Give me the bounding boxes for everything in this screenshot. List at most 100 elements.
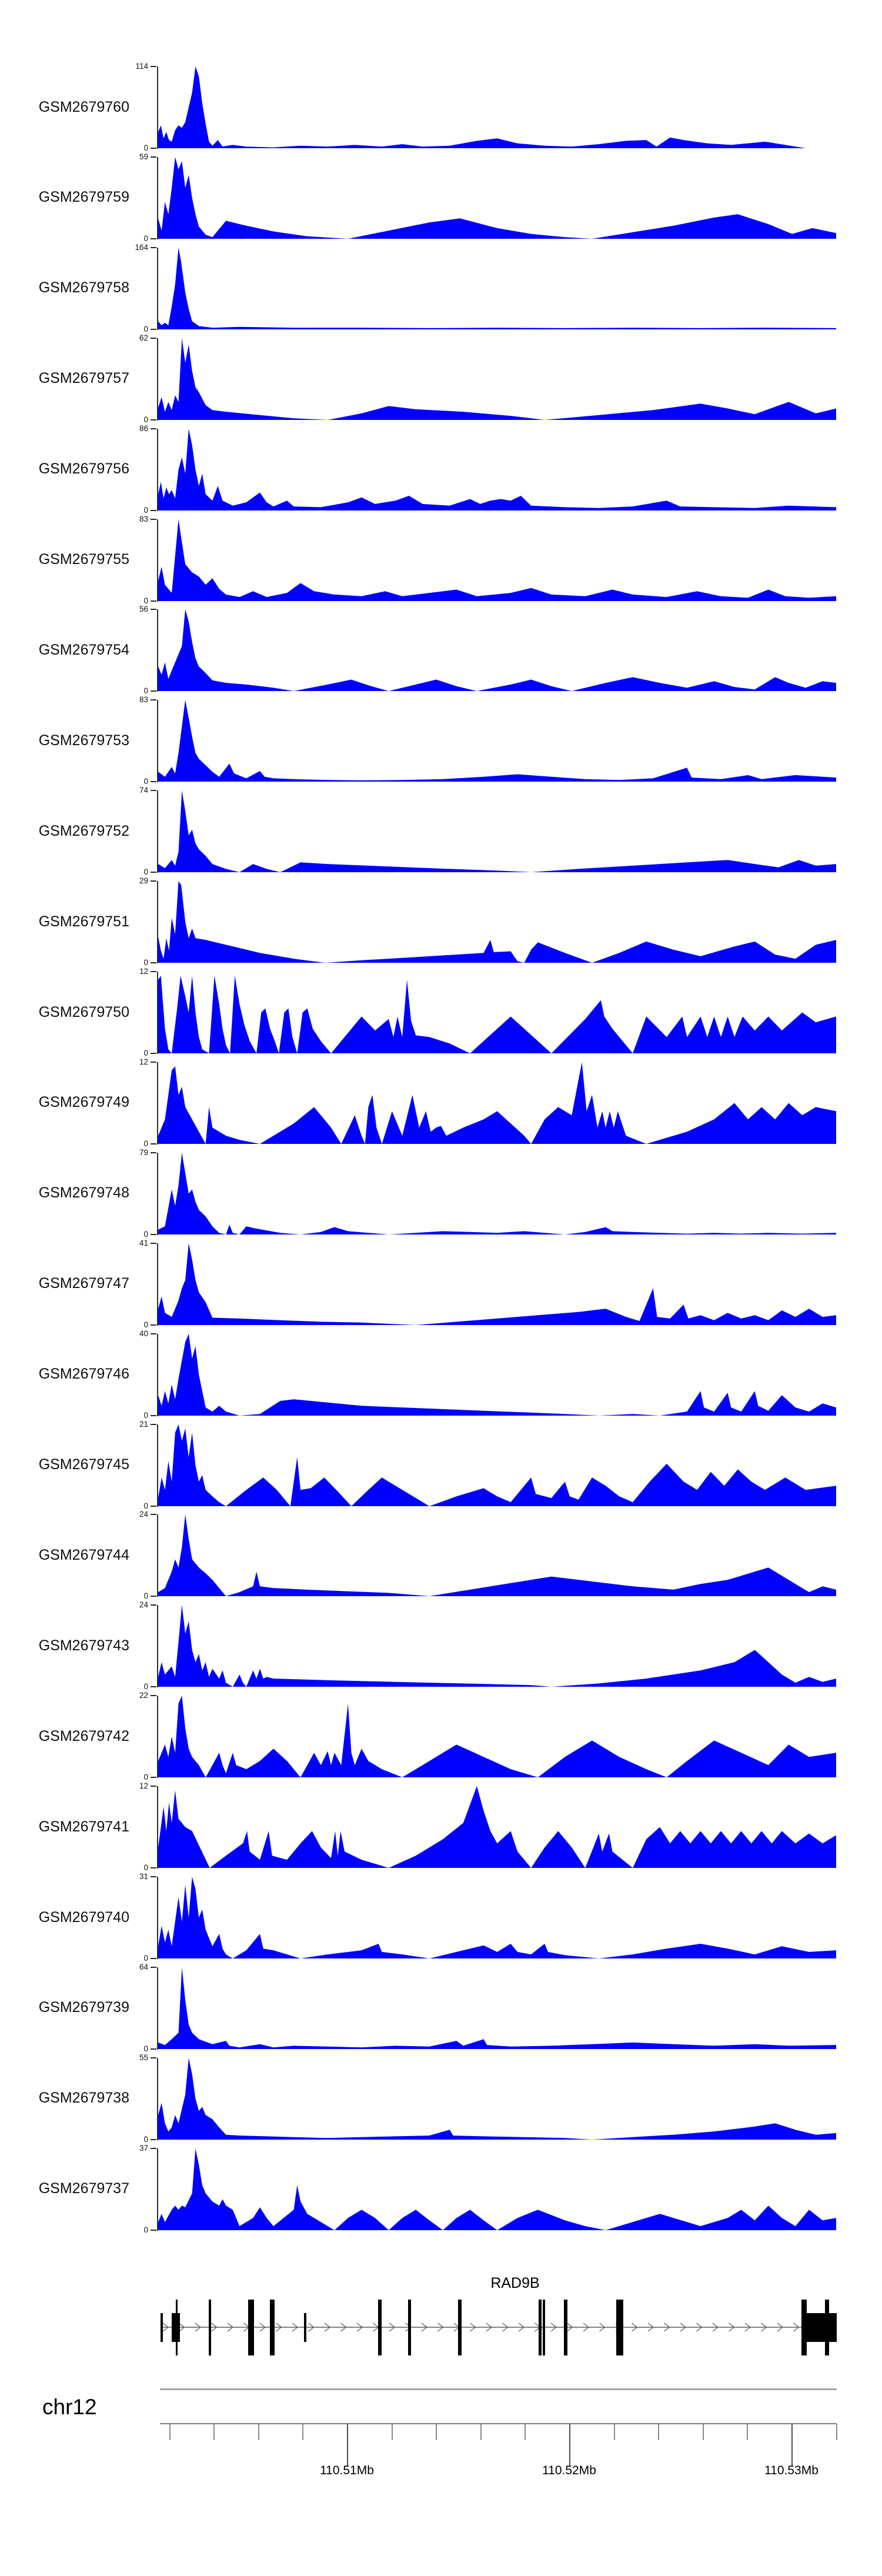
y-axis-zero-label: 0 [143, 686, 148, 696]
separator-line [160, 2388, 837, 2390]
exon-box [248, 2300, 254, 2355]
coverage-area [158, 1333, 836, 1416]
y-axis-max-label: 12 [139, 967, 148, 976]
y-axis-tick [151, 1505, 156, 1507]
y-axis-zero-label: 0 [143, 1773, 148, 1782]
y-axis-line [156, 790, 158, 873]
y-axis-tick [151, 2048, 156, 2050]
y-axis-tick [151, 962, 156, 964]
track-label: GSM2679741 [38, 1818, 129, 1835]
strand-arrow-icon [567, 2323, 573, 2332]
exon-box [564, 2300, 567, 2355]
y-axis-zero-label: 0 [143, 2225, 148, 2234]
coverage-polygon [158, 2148, 836, 2230]
y-axis-line [156, 1786, 158, 1869]
y-axis-max-label: 74 [139, 786, 148, 795]
track-label: GSM2679757 [38, 370, 129, 387]
coverage-polygon [158, 2057, 836, 2140]
y-axis-line [156, 66, 158, 149]
y-axis-max-label: 86 [139, 423, 148, 433]
y-axis-zero-label: 0 [143, 1501, 148, 1510]
y-axis-line [156, 338, 158, 421]
track-label: GSM2679744 [38, 1546, 129, 1563]
exon-box [539, 2300, 542, 2355]
gene-name-label: RAD9B [490, 2275, 540, 2291]
y-axis-max-label: 56 [139, 605, 148, 614]
strand-arrow-icon [162, 2323, 169, 2332]
strand-arrow-icon [179, 2323, 185, 2332]
y-axis-tick [151, 419, 156, 421]
track-label: GSM2679750 [38, 1003, 129, 1020]
ruler-minor-tick [169, 2424, 171, 2440]
y-axis-tick [151, 2057, 156, 2058]
exon-box [378, 2300, 382, 2355]
y-axis-zero-label: 0 [143, 867, 148, 877]
strand-arrow-icon [744, 2323, 751, 2332]
strand-arrow-icon [647, 2323, 654, 2332]
coverage-area [158, 1243, 836, 1325]
y-axis-tick [151, 1423, 156, 1425]
coverage-area [158, 338, 836, 420]
strand-arrow-icon [729, 2323, 735, 2332]
track-label: GSM2679739 [38, 1999, 129, 2016]
strand-arrow-icon [696, 2323, 703, 2332]
y-axis-max-label: 59 [139, 152, 148, 161]
strand-arrow-icon [308, 2323, 315, 2332]
y-axis-max-label: 24 [139, 1600, 148, 1610]
y-axis-tick [151, 2147, 156, 2149]
y-axis-tick [151, 1777, 156, 1778]
y-axis-tick [151, 328, 156, 330]
track-label: GSM2679745 [38, 1456, 129, 1473]
coverage-polygon [158, 156, 836, 239]
y-axis-tick [151, 971, 156, 972]
y-axis-tick [151, 337, 156, 339]
strand-arrow-icon [292, 2323, 298, 2332]
coverage-area [158, 247, 836, 329]
coverage-polygon [158, 1152, 836, 1234]
coverage-polygon [158, 1424, 836, 1506]
track-label: GSM2679747 [38, 1275, 129, 1292]
coverage-polygon [158, 1877, 836, 1958]
y-axis-zero-label: 0 [143, 2134, 148, 2144]
y-axis-tick [151, 790, 156, 792]
y-axis-zero-label: 0 [143, 1229, 148, 1239]
strand-arrow-icon [486, 2323, 492, 2332]
track-label: GSM2679754 [38, 641, 129, 658]
y-axis-line [156, 609, 158, 692]
track-label: GSM2679740 [38, 1908, 129, 1926]
strand-arrow-icon [421, 2323, 427, 2332]
track-label: GSM2679760 [38, 98, 129, 115]
coverage-polygon [158, 247, 836, 329]
y-axis-line [156, 2148, 158, 2231]
y-axis-tick [151, 1966, 156, 1968]
y-axis-line [156, 972, 158, 1054]
track-label: GSM2679746 [38, 1366, 129, 1383]
y-axis-tick [151, 1695, 156, 1697]
genome-ruler-line [160, 2423, 837, 2424]
y-axis-tick [151, 1604, 156, 1606]
ruler-minor-tick [213, 2424, 215, 2440]
ruler-minor-tick [436, 2424, 437, 2440]
y-axis-tick [151, 1324, 156, 1326]
ruler-major-label: 110.53Mb [764, 2464, 818, 2477]
y-axis-tick [151, 66, 156, 67]
coverage-polygon [158, 609, 836, 692]
track-label: GSM2679748 [38, 1184, 129, 1202]
y-axis-tick [151, 238, 156, 239]
y-axis-max-label: 12 [139, 1057, 148, 1066]
y-axis-tick [151, 872, 156, 873]
coverage-area [158, 2148, 836, 2230]
gene-model [161, 2300, 837, 2355]
coverage-area [158, 66, 806, 148]
strand-arrow-icon [632, 2323, 638, 2332]
strand-arrow-icon [324, 2323, 330, 2332]
y-axis-zero-label: 0 [143, 2044, 148, 2053]
y-axis-tick [151, 2229, 156, 2231]
exon-box [543, 2300, 545, 2355]
coverage-polygon [158, 1605, 836, 1687]
exon-box [209, 2300, 211, 2355]
coverage-polygon [158, 1243, 836, 1325]
strand-arrow-icon [664, 2323, 670, 2332]
coverage-area [158, 1967, 836, 2049]
